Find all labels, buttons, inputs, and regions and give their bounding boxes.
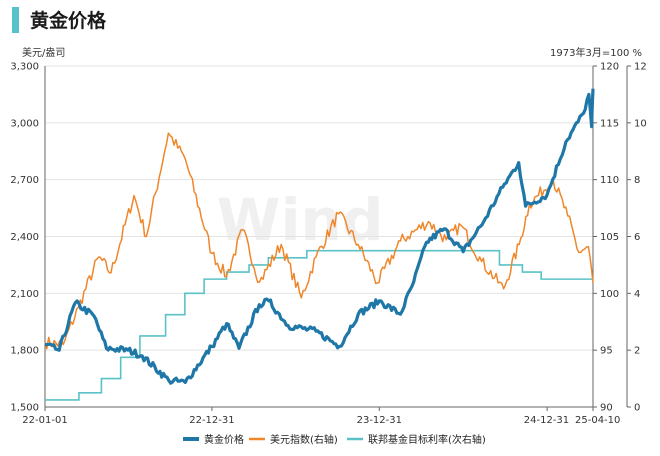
secondary-right-tick-label: 12: [634, 62, 647, 73]
right-tick-label: 95: [600, 346, 613, 357]
right-tick-label: 105: [600, 232, 619, 243]
left-axis-unit: 美元/盎司: [22, 46, 65, 59]
x-tick-label: 24-12-31: [524, 415, 569, 426]
x-tick-label: 22-01-01: [22, 415, 67, 426]
right-tick-label: 110: [600, 175, 619, 186]
secondary-right-tick-label: 0: [634, 403, 640, 414]
x-tick-label: 23-12-31: [357, 415, 402, 426]
series-layer: [44, 88, 595, 401]
x-tick-label: 22-12-31: [189, 415, 234, 426]
left-tick-label: 2,100: [10, 289, 39, 300]
series-line-gold-price: [44, 88, 595, 385]
left-tick-label: 1,500: [10, 403, 39, 414]
secondary-right-tick-label: 6: [634, 232, 640, 243]
series-line-fed-funds-rate: [45, 249, 593, 401]
right-tick-label: 100: [600, 289, 619, 300]
chart-title: 黄金价格: [30, 10, 107, 32]
series-line-dollar-index: [44, 132, 594, 350]
axes: 1,500 1,800 2,100 2,400 2,700 3,000 3,300 90 95 1…: [10, 62, 646, 427]
left-tick-label: 2,700: [10, 175, 39, 186]
legend-label: 联邦基金目标利率(次右轴): [368, 433, 486, 446]
legend-label: 美元指数(右轴): [270, 433, 338, 446]
legend: 黄金价格 美元指数(右轴) 联邦基金目标利率(次右轴): [183, 433, 486, 446]
left-tick-label: 2,400: [10, 232, 39, 243]
legend-label: 黄金价格: [204, 433, 244, 446]
left-tick-label: 3,300: [10, 62, 39, 73]
secondary-right-tick-label: 10: [634, 118, 647, 129]
secondary-right-tick-label: 8: [634, 175, 640, 186]
secondary-right-tick-label: 2: [634, 346, 640, 357]
right-axis-unit: 1973年3月=100 %: [550, 46, 642, 59]
right-tick-label: 120: [600, 62, 619, 73]
secondary-right-tick-label: 4: [634, 289, 640, 300]
x-tick-label: 25-04-10: [575, 415, 620, 426]
title-accent-bar: [12, 7, 19, 33]
left-tick-label: 3,000: [10, 118, 39, 129]
right-tick-label: 115: [600, 118, 619, 129]
left-tick-label: 1,800: [10, 346, 39, 357]
right-tick-label: 90: [600, 403, 613, 414]
